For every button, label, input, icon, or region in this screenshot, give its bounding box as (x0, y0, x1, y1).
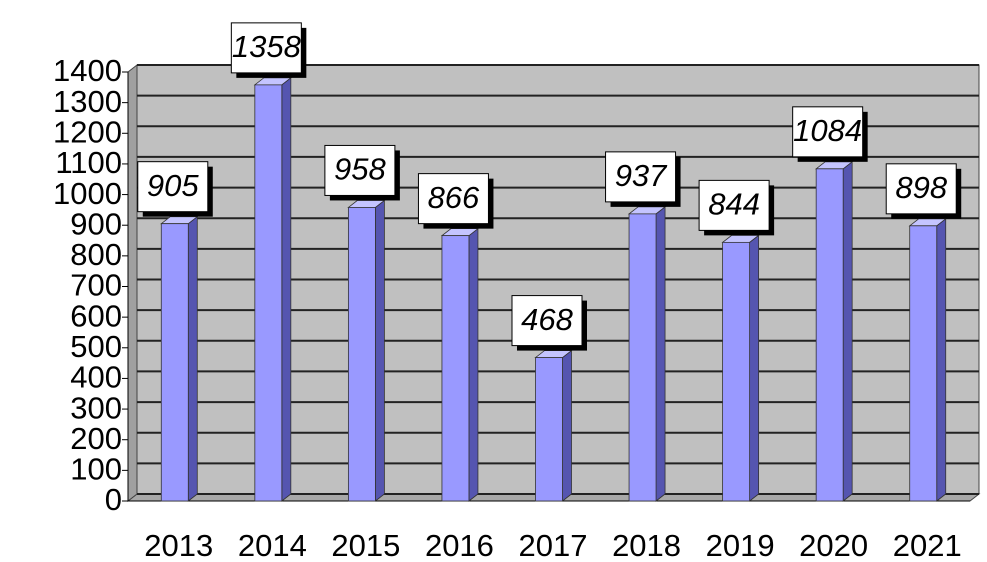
value-label: 1084 (793, 113, 862, 148)
side-wall (127, 63, 138, 503)
value-label-box (698, 179, 770, 231)
bar-side (187, 215, 198, 502)
x-tick-label: 2015 (331, 528, 400, 562)
x-tick-label: 2020 (799, 528, 868, 562)
bar (815, 168, 844, 502)
value-label: 905 (147, 168, 199, 203)
bar-side (936, 218, 947, 502)
value-label: 958 (334, 152, 386, 187)
bar (722, 241, 751, 502)
y-tick-label: 100 (70, 452, 122, 487)
value-label-box (885, 163, 957, 215)
value-label: 866 (428, 180, 480, 215)
bar-side (562, 349, 572, 502)
x-tick-label: 2019 (706, 528, 775, 562)
bar (254, 84, 283, 502)
y-tick-label: 1400 (53, 53, 122, 88)
value-label: 898 (895, 170, 947, 205)
x-tick-label: 2017 (519, 528, 588, 562)
y-tick-label: 500 (70, 329, 122, 364)
bar (160, 223, 189, 502)
value-label: 1358 (232, 29, 302, 64)
y-tick-label: 300 (70, 390, 122, 425)
value-label-box (137, 161, 209, 213)
value-label-box (605, 151, 677, 203)
value-label-box (792, 106, 864, 158)
value-label: 937 (615, 158, 668, 193)
x-tick-label: 2013 (144, 528, 213, 562)
value-label: 844 (708, 187, 760, 222)
value-label-box (324, 144, 396, 196)
x-tick-label: 2016 (425, 528, 494, 562)
y-tick-label: 600 (70, 298, 122, 333)
y-tick-label: 1100 (55, 145, 122, 180)
bar (909, 225, 938, 502)
y-tick-label: 1300 (53, 84, 122, 119)
x-tick-label: 2014 (238, 528, 307, 562)
bar-side (749, 234, 760, 502)
y-tick-label: 700 (70, 268, 122, 303)
bar (441, 235, 470, 502)
bar-side (842, 161, 853, 502)
value-label: 468 (521, 302, 573, 337)
y-tick-label: 0 (105, 482, 122, 517)
bar-side (374, 199, 385, 502)
value-label-box (511, 295, 583, 347)
bar (347, 207, 376, 502)
y-tick-label: 800 (70, 237, 122, 272)
y-tick-label: 1000 (53, 176, 122, 211)
bar (628, 213, 657, 502)
y-tick-label: 200 (70, 421, 122, 456)
value-label-box (230, 22, 302, 74)
bar-side (468, 227, 479, 502)
bar (535, 357, 563, 502)
y-tick-label: 400 (70, 360, 122, 395)
y-tick-label: 900 (70, 206, 122, 241)
bar-side (281, 77, 292, 502)
value-label-box (417, 173, 489, 225)
y-tick-label: 1200 (53, 114, 122, 149)
bar-side (655, 206, 666, 502)
x-tick-label: 2021 (893, 528, 962, 562)
x-tick-label: 2018 (612, 528, 681, 562)
